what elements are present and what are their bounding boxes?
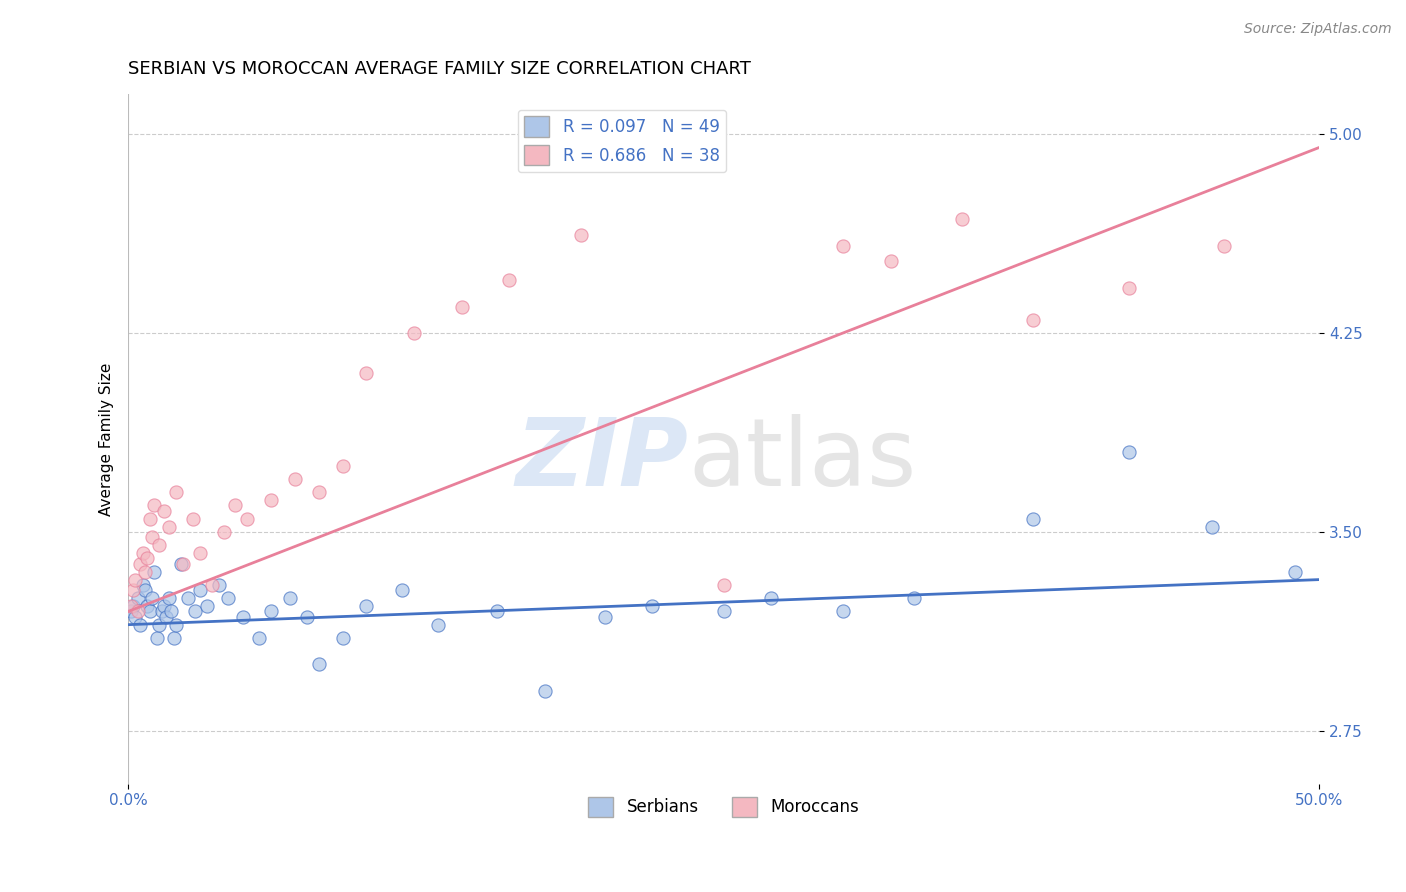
Point <box>761 591 783 606</box>
Point <box>162 631 184 645</box>
Point <box>138 604 160 618</box>
Text: atlas: atlas <box>688 414 917 506</box>
Point <box>124 573 146 587</box>
Point <box>1022 511 1045 525</box>
Point <box>332 458 354 473</box>
Point <box>486 604 509 618</box>
Point <box>356 599 378 613</box>
Point <box>498 273 520 287</box>
Point <box>148 617 170 632</box>
Point <box>153 599 176 613</box>
Point <box>157 591 180 606</box>
Point <box>831 604 853 618</box>
Point <box>172 557 194 571</box>
Point <box>138 511 160 525</box>
Point <box>136 551 159 566</box>
Point <box>195 599 218 613</box>
Point <box>184 604 207 618</box>
Point <box>131 546 153 560</box>
Point <box>1284 565 1306 579</box>
Point <box>131 578 153 592</box>
Point <box>593 609 616 624</box>
Point <box>181 511 204 525</box>
Point <box>141 530 163 544</box>
Point <box>831 238 853 252</box>
Point <box>208 578 231 592</box>
Point <box>160 604 183 618</box>
Point <box>188 546 211 560</box>
Point <box>308 485 330 500</box>
Y-axis label: Average Family Size: Average Family Size <box>100 362 114 516</box>
Point <box>120 604 142 618</box>
Point <box>356 366 378 380</box>
Point <box>143 565 166 579</box>
Point <box>127 591 149 606</box>
Point <box>534 684 557 698</box>
Point <box>1118 281 1140 295</box>
Point <box>122 583 145 598</box>
Point <box>165 485 187 500</box>
Point <box>141 591 163 606</box>
Point <box>260 493 283 508</box>
Point <box>217 591 239 606</box>
Point <box>127 604 149 618</box>
Point <box>284 472 307 486</box>
Point <box>157 519 180 533</box>
Point <box>155 609 177 624</box>
Point <box>713 578 735 592</box>
Point <box>122 599 145 613</box>
Point <box>1022 312 1045 326</box>
Point <box>188 583 211 598</box>
Point <box>136 599 159 613</box>
Point <box>1213 238 1236 252</box>
Point <box>426 617 449 632</box>
Point <box>247 631 270 645</box>
Point <box>404 326 426 340</box>
Point <box>224 499 246 513</box>
Point <box>143 499 166 513</box>
Point <box>332 631 354 645</box>
Point <box>450 300 472 314</box>
Point <box>295 609 318 624</box>
Point <box>212 524 235 539</box>
Point <box>1201 519 1223 533</box>
Point <box>150 604 173 618</box>
Point <box>153 503 176 517</box>
Point <box>169 557 191 571</box>
Point <box>569 227 592 242</box>
Point <box>129 617 152 632</box>
Point <box>278 591 301 606</box>
Point <box>129 557 152 571</box>
Point <box>391 583 413 598</box>
Text: Source: ZipAtlas.com: Source: ZipAtlas.com <box>1244 22 1392 37</box>
Point <box>641 599 664 613</box>
Point <box>134 583 156 598</box>
Point <box>308 657 330 672</box>
Point <box>232 609 254 624</box>
Point <box>1118 445 1140 459</box>
Point <box>177 591 200 606</box>
Point <box>165 617 187 632</box>
Point <box>134 565 156 579</box>
Point <box>201 578 224 592</box>
Point <box>950 212 973 227</box>
Point <box>903 591 925 606</box>
Legend: Serbians, Moroccans: Serbians, Moroccans <box>582 790 866 823</box>
Point <box>124 609 146 624</box>
Point <box>148 538 170 552</box>
Text: ZIP: ZIP <box>515 414 688 506</box>
Point <box>713 604 735 618</box>
Point <box>260 604 283 618</box>
Point <box>879 254 901 268</box>
Point <box>236 511 259 525</box>
Point <box>120 599 142 613</box>
Point <box>146 631 169 645</box>
Text: SERBIAN VS MOROCCAN AVERAGE FAMILY SIZE CORRELATION CHART: SERBIAN VS MOROCCAN AVERAGE FAMILY SIZE … <box>128 60 751 78</box>
